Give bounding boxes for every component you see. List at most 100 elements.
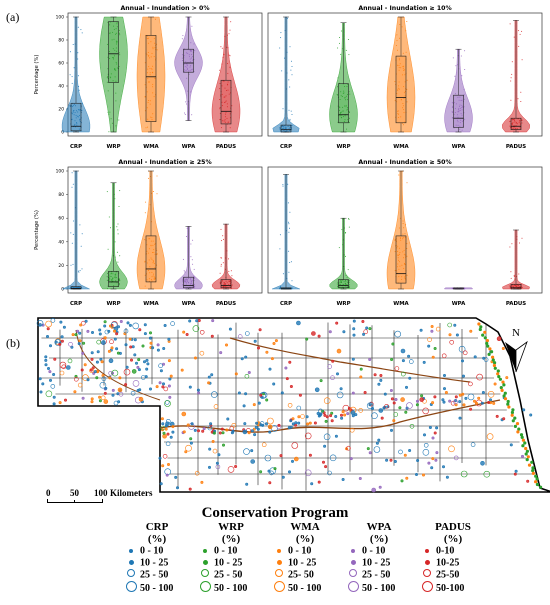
scatter-point — [342, 244, 344, 246]
scatter-point — [520, 91, 522, 93]
scatter-point — [403, 263, 405, 265]
scatter-point — [148, 100, 149, 101]
scatter-point — [81, 233, 83, 235]
scatter-point — [279, 285, 281, 287]
scatter-point — [79, 286, 81, 288]
marker-CRP — [350, 410, 356, 415]
scatter-point — [346, 276, 348, 278]
scatter-point — [116, 21, 118, 23]
marker-river-edge — [525, 458, 529, 462]
scatter-point — [219, 69, 221, 71]
scatter-point — [461, 75, 463, 77]
marker-WMA — [107, 349, 111, 353]
marker-CRP — [244, 392, 248, 396]
scatter-point — [349, 93, 351, 95]
scatter-point — [454, 75, 456, 77]
scatter-point — [398, 268, 400, 270]
marker-CRP — [208, 447, 212, 451]
marker-PADUS — [390, 397, 394, 401]
marker-CRP — [378, 408, 384, 413]
scatter-point — [394, 100, 396, 102]
scatter-point — [339, 113, 341, 115]
scatter-point — [226, 90, 227, 91]
scatter-point — [151, 280, 153, 282]
marker-WPA — [76, 329, 80, 333]
marker-CRP — [176, 486, 180, 490]
scatter-point — [151, 192, 153, 194]
scatter-point — [219, 272, 221, 274]
scatter-point — [71, 172, 73, 174]
marker-CRP — [242, 404, 246, 408]
box-CRP — [70, 102, 82, 132]
marker-WMA — [212, 448, 218, 454]
marker-CRP — [445, 475, 449, 479]
marker-CRP — [128, 323, 132, 327]
scatter-point — [117, 223, 119, 225]
marker-CRP — [44, 363, 48, 367]
scatter-point — [517, 30, 519, 32]
marker-WPA — [215, 464, 221, 470]
marker-PADUS — [288, 360, 292, 364]
marker-CRP — [354, 413, 358, 417]
scatter-point — [223, 286, 225, 288]
scatter-point — [153, 251, 155, 253]
marker-WRP — [483, 470, 491, 478]
marker-PADUS — [294, 423, 298, 427]
scatter-point — [404, 276, 406, 278]
scatter-point — [344, 115, 346, 117]
scatter-point — [184, 66, 186, 68]
marker-WPA — [328, 330, 332, 334]
scatter-point — [119, 190, 121, 192]
marker-WPA — [156, 343, 160, 347]
marker-PADUS — [502, 417, 506, 421]
marker-CRP — [351, 357, 355, 361]
scatter-point — [514, 118, 516, 120]
scatter-point — [148, 248, 150, 250]
marker-CRP — [143, 332, 147, 336]
scatter-point — [111, 280, 113, 282]
marker-CRP — [46, 366, 50, 370]
scatter-point — [184, 112, 185, 114]
scatter-point — [463, 94, 465, 96]
scatter-point — [116, 63, 118, 65]
marker-CRP — [373, 446, 381, 453]
marker-WRP — [273, 467, 277, 471]
legend-symbol-icon — [270, 557, 288, 569]
marker-CRP — [423, 443, 429, 448]
scatter-point — [116, 282, 118, 284]
marker-river-edge — [499, 386, 503, 390]
marker-CRP — [166, 419, 171, 424]
marker-CRP — [281, 475, 285, 479]
marker-WMA — [306, 422, 310, 426]
scatter-point — [286, 17, 288, 19]
scatter-point — [113, 38, 115, 40]
scatter-point — [457, 121, 459, 123]
scatter-point — [227, 72, 229, 74]
marker-CRP — [269, 470, 274, 476]
scatter-point — [398, 174, 400, 176]
scatter-point — [186, 69, 188, 70]
marker-CRP — [442, 374, 446, 378]
marker-PADUS — [115, 332, 119, 336]
scatter-point — [115, 92, 117, 94]
scatter-point — [342, 110, 344, 112]
marker-WMA — [474, 401, 478, 405]
scatter-point — [119, 34, 121, 36]
marker-river-edge — [535, 477, 539, 481]
river-platte — [159, 399, 501, 433]
scatter-point — [183, 71, 185, 72]
scatter-point — [398, 261, 400, 263]
scatter-point — [519, 120, 521, 122]
scatter-point — [74, 123, 76, 125]
marker-CRP — [375, 441, 379, 445]
scatter-point — [113, 55, 115, 57]
scatter-point — [107, 272, 109, 274]
scatter-point — [511, 286, 513, 288]
scatter-point — [223, 96, 225, 98]
violin-WMA — [136, 16, 166, 133]
scatter-point — [228, 283, 230, 285]
marker-CRP — [458, 416, 462, 420]
scatter-point — [403, 253, 405, 255]
marker-river-edge — [530, 460, 534, 464]
scatter-point — [511, 123, 513, 125]
